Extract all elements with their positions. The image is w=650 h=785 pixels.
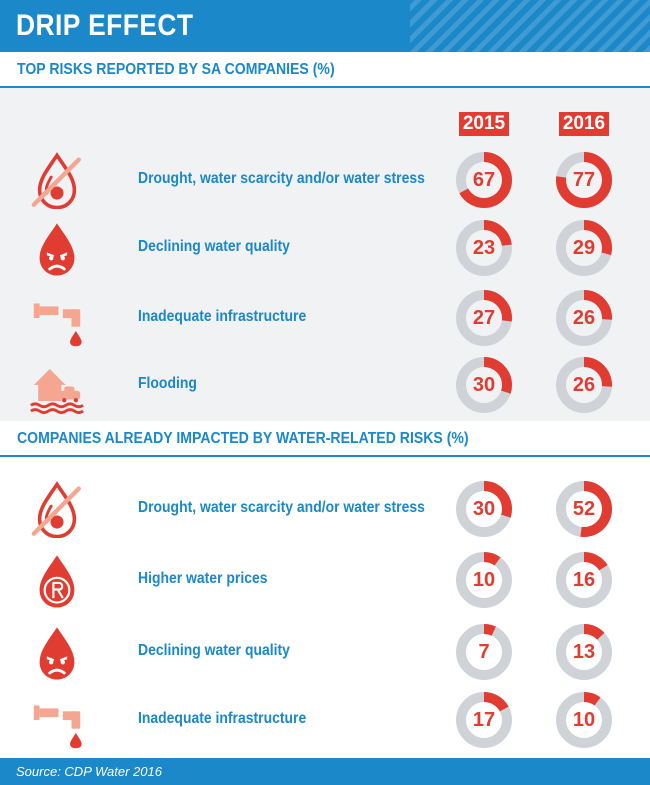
angry-drop-icon <box>28 623 86 686</box>
section-title-impacted: COMPANIES ALREADY IMPACTED BY WATER-RELA… <box>17 430 469 447</box>
rand-drop-icon <box>28 551 86 614</box>
donut-2015: 17 <box>455 691 513 749</box>
donut-value: 77 <box>572 169 596 191</box>
angry-drop-icon <box>28 219 86 282</box>
donut-value: 67 <box>472 169 496 191</box>
donut-2016: 13 <box>555 623 613 681</box>
donut-value: 26 <box>572 374 596 396</box>
donut-value: 30 <box>472 374 496 396</box>
risk-label: Higher water prices <box>138 570 268 587</box>
donut-2016: 16 <box>555 551 613 609</box>
donut-2015: 10 <box>455 551 513 609</box>
donut-arc <box>556 692 612 748</box>
section-body-top-risks <box>0 88 650 421</box>
donut-arc <box>556 624 612 680</box>
donut-arc <box>456 290 512 346</box>
risk-label: Flooding <box>138 375 197 392</box>
donut-2015: 67 <box>455 151 513 209</box>
donut-2016: 29 <box>555 219 613 277</box>
source-note: Source: CDP Water 2016 <box>16 764 162 779</box>
section-title-top-risks: TOP RISKS REPORTED BY SA COMPANIES (%) <box>17 61 335 78</box>
donut-value: 16 <box>572 569 596 591</box>
section-heading-impacted: COMPANIES ALREADY IMPACTED BY WATER-RELA… <box>0 421 650 457</box>
donut-2015: 7 <box>455 623 513 681</box>
donut-2015: 30 <box>455 356 513 414</box>
risk-label: Drought, water scarcity and/or water str… <box>138 170 425 187</box>
donut-value: 10 <box>472 569 496 591</box>
year-label-2016: 2016 <box>559 112 609 136</box>
donut-2015: 27 <box>455 289 513 347</box>
donut-arc <box>456 624 512 680</box>
donut-arc <box>556 152 612 208</box>
section-heading-top-risks: TOP RISKS REPORTED BY SA COMPANIES (%) <box>0 52 650 88</box>
year-label-2015: 2015 <box>459 112 509 136</box>
risk-label: Inadequate infrastructure <box>138 308 307 325</box>
donut-value: 26 <box>572 307 596 329</box>
donut-value: 10 <box>572 709 596 731</box>
donut-value: 17 <box>472 709 496 731</box>
donut-value: 7 <box>478 641 490 663</box>
donut-2016: 10 <box>555 691 613 749</box>
donut-arc <box>456 552 512 608</box>
donut-arc <box>456 357 512 413</box>
donut-2016: 26 <box>555 356 613 414</box>
donut-2015: 23 <box>455 219 513 277</box>
donut-2016: 26 <box>555 289 613 347</box>
page-title: DRIP EFFECT <box>16 9 194 42</box>
donut-arc <box>456 152 512 208</box>
donut-2015: 30 <box>455 480 513 538</box>
footer: Source: CDP Water 2016 <box>0 758 650 785</box>
donut-value: 52 <box>572 498 596 520</box>
donut-arc <box>556 220 612 276</box>
no-water-drop-icon <box>28 480 86 543</box>
header-stripes <box>410 0 650 52</box>
donut-arc <box>456 692 512 748</box>
donut-value: 13 <box>572 641 596 663</box>
donut-2016: 77 <box>555 151 613 209</box>
donut-value: 29 <box>572 237 596 259</box>
donut-arc <box>456 481 512 537</box>
donut-arc <box>556 357 612 413</box>
donut-value: 23 <box>472 237 496 259</box>
donut-value: 27 <box>472 307 496 329</box>
risk-label: Inadequate infrastructure <box>138 710 307 727</box>
no-water-drop-icon <box>28 151 86 214</box>
pipe-leak-icon <box>28 289 86 352</box>
donut-arc <box>556 552 612 608</box>
donut-value: 30 <box>472 498 496 520</box>
risk-label: Declining water quality <box>138 642 290 659</box>
donut-arc <box>556 481 612 537</box>
risk-label: Drought, water scarcity and/or water str… <box>138 499 425 516</box>
title-bar: DRIP EFFECT <box>0 0 650 52</box>
pipe-leak-icon <box>28 691 86 754</box>
flooded-house-icon <box>28 356 86 419</box>
donut-arc <box>556 290 612 346</box>
donut-arc <box>456 220 512 276</box>
donut-2016: 52 <box>555 480 613 538</box>
risk-label: Declining water quality <box>138 238 290 255</box>
